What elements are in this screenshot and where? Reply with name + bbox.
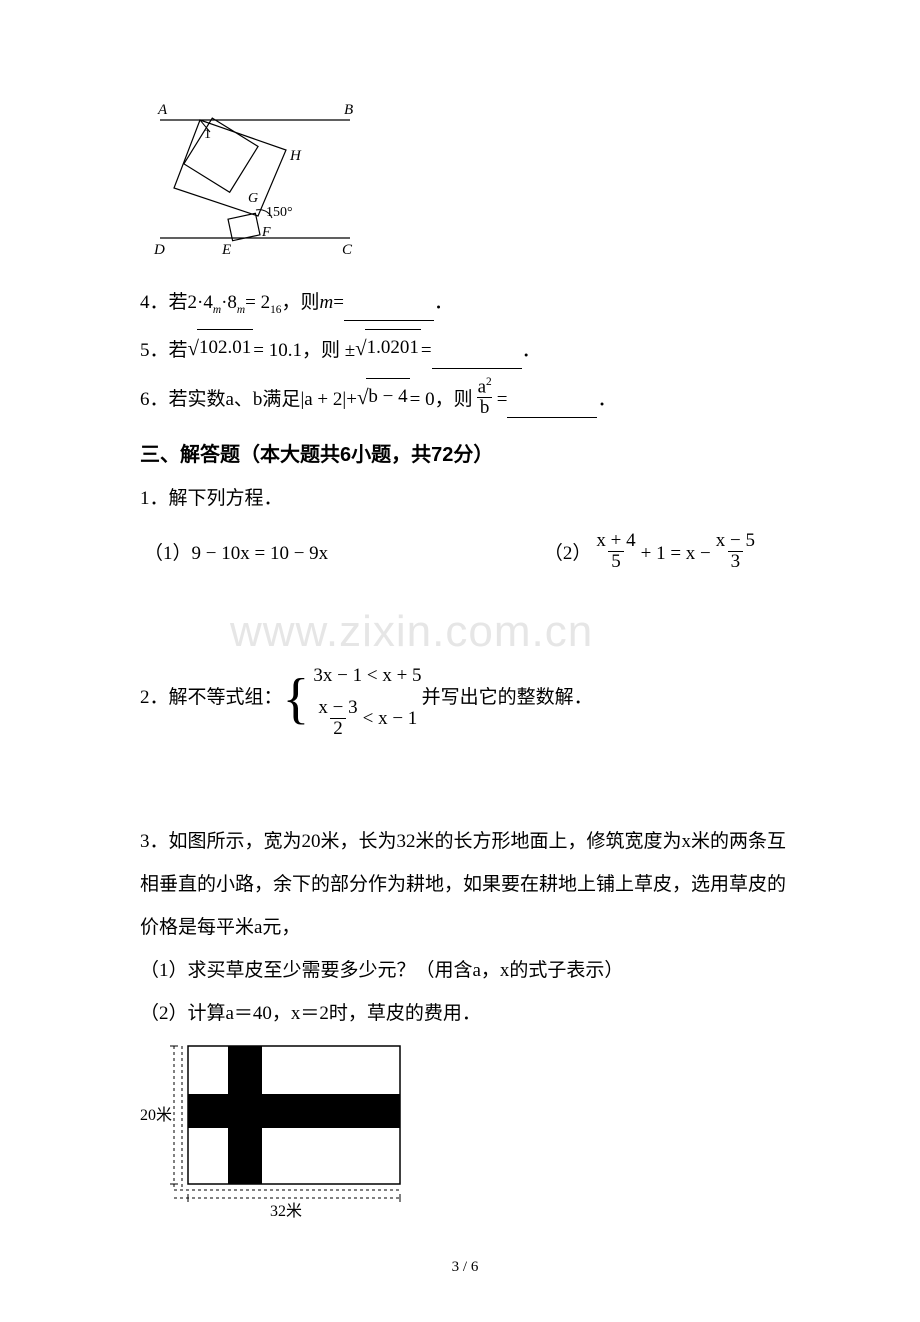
label-G: G bbox=[248, 191, 258, 206]
q3-3-l4: （1）求买草皮至少需要多少元？（用含a，x的式子表示） bbox=[140, 952, 790, 989]
q3-3-l3: 价格是每平米a元， bbox=[140, 909, 790, 946]
q4-blank bbox=[344, 299, 434, 321]
q3-3-l2: 相垂直的小路，余下的部分作为耕地，如果要在耕地上铺上草皮，选用草皮的 bbox=[140, 866, 790, 903]
question-4: 4．若 2·4m ·8m = 216 ，则 m = ． bbox=[140, 285, 790, 321]
q6-blank bbox=[507, 396, 597, 418]
q3-3-l5: （2）计算a＝40，x＝2时，草皮的费用． bbox=[140, 995, 790, 1032]
q3-1-frac1: x + 4 5 bbox=[593, 531, 638, 572]
label-150: 150° bbox=[266, 205, 293, 220]
field-diagram: 20米 32米 bbox=[140, 1040, 790, 1233]
label-angle1: 1 bbox=[204, 127, 211, 142]
q5-sqrt2: 1.0201 bbox=[355, 329, 421, 369]
label-F: F bbox=[261, 225, 271, 240]
label-A: A bbox=[157, 102, 168, 118]
label-C: C bbox=[342, 242, 353, 258]
field-ylabel: 20米 bbox=[140, 1106, 172, 1124]
question-6: 6．若实数a、b满足 a + 2 + b − 4 = 0，则 a2 b = ． bbox=[140, 377, 790, 418]
q3-1-part2: （2） x + 4 5 + 1 = x − x − 5 3 bbox=[544, 531, 760, 572]
label-E: E bbox=[221, 242, 231, 258]
q6-frac: a2 b bbox=[475, 377, 495, 418]
q5-blank bbox=[432, 347, 522, 369]
q3-1-frac2: x − 5 3 bbox=[713, 531, 758, 572]
q6-abs: a + 2 bbox=[300, 382, 346, 418]
inequality-system: { 3x − 1 < x + 5 x − 3 2 < x − 1 bbox=[283, 658, 422, 739]
q3-1-part1: （1） 9 − 10x = 10 − 9x bbox=[144, 531, 328, 572]
label-D: D bbox=[153, 242, 165, 258]
q6-sqrt: b − 4 bbox=[357, 378, 410, 418]
q4-prefix: 4．若 bbox=[140, 285, 188, 321]
section-3-title: 三、解答题（本大题共6小题，共72分） bbox=[140, 436, 790, 474]
q3-1-title: 1．解下列方程． bbox=[140, 480, 790, 517]
geometry-diagram: A B D C bbox=[150, 100, 790, 273]
q3-1-row: （1） 9 − 10x = 10 − 9x （2） x + 4 5 + 1 = … bbox=[140, 523, 790, 580]
q5-sqrt1: 102.01 bbox=[188, 329, 254, 369]
field-xlabel: 32米 bbox=[270, 1202, 302, 1220]
q3-3-l1: 3．如图所示，宽为20米，长为32米的长方形地面上，修筑宽度为x米的两条互 bbox=[140, 823, 790, 860]
label-B: B bbox=[344, 102, 353, 118]
page-footer: 3 / 6 bbox=[140, 1253, 790, 1282]
label-H: H bbox=[289, 148, 302, 164]
q4-expr1: 2·4 bbox=[188, 285, 213, 321]
q3-2: 2．解不等式组： { 3x − 1 < x + 5 x − 3 2 < x − … bbox=[140, 658, 790, 739]
question-5: 5．若 102.01 = 10.1，则 ± 1.0201 = ． bbox=[140, 329, 790, 369]
